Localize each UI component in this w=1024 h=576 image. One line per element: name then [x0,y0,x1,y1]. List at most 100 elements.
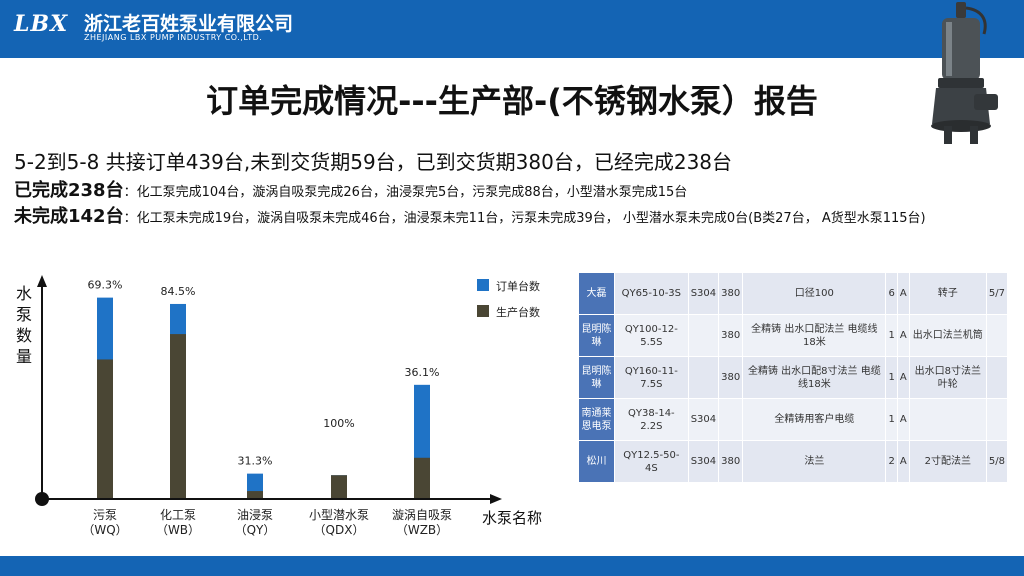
category-label-0-name: 污泵 [93,508,117,522]
table-cell: 全精铸 出水口配法兰 电缆线18米 [742,314,887,357]
table-cell [687,356,720,399]
table-cell: QY12.5-50-4S [614,440,689,483]
table-cell: S304 [687,398,720,441]
table-cell: 全精铸用客户电缆 [742,398,887,441]
table-cell: 松川 [578,440,615,483]
table-cell: S304 [687,440,720,483]
table-cell: 法兰 [742,440,887,483]
data-label-0: 69.3% [88,279,123,292]
summary-line: 5-2到5-8 共接订单439台,未到交货期59台，已到交货期380台，已经完成… [14,150,733,174]
data-label-3: 100% [323,417,354,430]
table-cell: A [896,440,910,483]
table-cell [908,398,987,441]
table-cell: 出水口法兰机筒 [908,314,987,357]
table-cell: 昆明陈琳 [578,314,615,357]
table-cell: 380 [718,440,744,483]
footer-bar [0,556,1024,576]
data-label-1: 84.5% [161,285,196,298]
category-label-2-code: （QY） [235,523,276,537]
y-axis-title-char-3: 量 [16,347,32,366]
data-label-2: 31.3% [238,455,273,468]
table-cell [985,398,1009,441]
table-cell: 转子 [908,272,987,315]
table-row: 南通莱恩电泵 QY38-14-2.2S S304 全精铸用客户电缆 1 A [578,398,1009,441]
category-label-3-code: （QDX） [314,523,365,537]
completed-separator: ： [123,185,137,200]
completed-summary: 已完成238台：化工泵完成104台，漩涡自吸泵完成26台，油浸泵完5台，污泵完成… [14,176,687,202]
table-cell: 380 [718,272,744,315]
uncompleted-label: 未完成142台 [14,206,124,227]
table-cell [687,314,720,357]
category-label-3-name: 小型潜水泵 [309,508,369,522]
table-cell: 380 [718,314,744,357]
table-cell [985,314,1009,357]
table-cell: A [896,398,910,441]
pump-image [931,2,998,144]
bar-production-3 [331,475,347,499]
table-cell [985,356,1009,399]
table-row: 大磊 QY65-10-3S S304 380 口径100 6 A 转子 5/7 [578,272,1009,315]
table-cell: 2寸配法兰 [908,440,987,483]
legend-label-0: 订单台数 [496,279,540,293]
table-cell: 1 [885,314,898,357]
table-cell [718,398,744,441]
table-cell: 1 [885,398,898,441]
table-cell: 5/7 [985,272,1009,315]
table-cell: 1 [885,356,898,399]
category-label-4-code: （WZB） [396,523,448,537]
table-cell: QY65-10-3S [614,272,689,315]
y-axis-title-char-0: 水 [16,284,32,303]
table-row: 昆明陈琳 QY160-11-7.5S 380 全精铸 出水口配8寸法兰 电缆线18米 1… [578,356,1009,399]
company-logo: LBX 浙江老百姓泵业有限公司 ZHEJIANG LBX PUMP INDUST… [14,9,314,51]
category-label-1-name: 化工泵 [160,508,196,522]
uncompleted-summary: 未完成142台：化工泵未完成19台，漩涡自吸泵未完成46台，油浸泵未完11台，污… [14,203,1014,233]
y-axis-title-char-2: 数 [16,326,32,345]
uncompleted-separator: ： [123,211,137,226]
table-cell: QY100-12-5.5S [614,314,689,357]
data-label-4: 36.1% [405,366,440,379]
pump-orders-chart: 69.3% 污泵（WQ） 84.5% 化工泵（WB） 31.3% 油浸泵（QY） 100% 小… [16,275,542,537]
axis-origin-dot [35,492,49,506]
table-cell: QY160-11-7.5S [614,356,689,399]
table-cell: A [896,356,910,399]
table-cell: QY38-14-2.2S [614,398,689,441]
table-row: 松川 QY12.5-50-4S S304 380 法兰 2 A 2寸配法兰 5/8 [578,440,1009,483]
table-cell: 380 [718,356,744,399]
table-cell: S304 [687,272,720,315]
y-axis-arrow [37,275,47,287]
legend-swatch-1 [477,305,489,317]
company-name-cn: 浙江老百姓泵业有限公司 [84,13,294,35]
category-label-1-code: （WB） [156,523,200,537]
completed-label: 已完成238台 [14,180,124,201]
table-cell: 出水口8寸法兰叶轮 [908,356,987,399]
category-label-0-code: （WQ） [82,523,127,537]
table-cell: 全精铸 出水口配8寸法兰 电缆线18米 [742,356,887,399]
bar-production-4 [414,457,430,499]
page-title: 订单完成情况---生产部-(不锈钢水泵）报告 [206,82,818,120]
table-cell: A [896,272,910,315]
table-cell: 5/8 [985,440,1009,483]
uncompleted-detail: 化工泵未完成19台，漩涡自吸泵未完成46台，油浸泵未完11台，污泵未完成39台，… [136,211,926,226]
category-label-4-name: 漩涡自吸泵 [392,508,452,522]
table-cell: 大磊 [578,272,615,315]
table-cell: 口径100 [742,272,887,315]
table-cell: A [896,314,910,357]
legend-swatch-0 [477,279,489,291]
table-cell: 2 [885,440,898,483]
order-table: 大磊 QY65-10-3S S304 380 口径100 6 A 转子 5/7 昆明陈琳 QY100… [578,272,1009,483]
y-axis-title-char-1: 泵 [16,305,32,324]
bar-production-0 [97,359,113,499]
company-name-en: ZHEJIANG LBX PUMP INDUSTRY CO.,LTD. [84,33,263,42]
bar-production-2 [247,491,263,499]
table-row: 昆明陈琳 QY100-12-5.5S 380 全精铸 出水口配法兰 电缆线18米 1 A 出… [578,314,1009,357]
x-axis-title: 水泵名称 [482,509,542,527]
category-label-2-name: 油浸泵 [237,508,273,522]
logo-mark: LBX [14,11,69,37]
bar-production-1 [170,334,186,499]
table-cell: 6 [885,272,898,315]
table-cell: 昆明陈琳 [578,356,615,399]
header-bar: LBX 浙江老百姓泵业有限公司 ZHEJIANG LBX PUMP INDUST… [0,0,1024,58]
table-cell: 南通莱恩电泵 [578,398,615,441]
completed-detail: 化工泵完成104台，漩涡自吸泵完成26台，油浸泵完5台，污泵完成88台，小型潜水… [136,185,688,200]
legend-label-1: 生产台数 [496,305,540,319]
